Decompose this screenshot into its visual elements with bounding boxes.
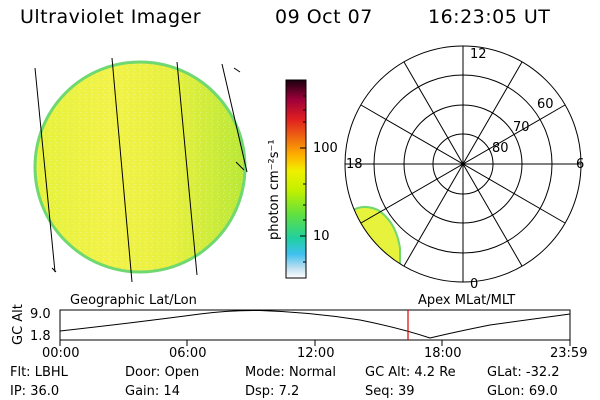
status-label: Gain: xyxy=(125,384,160,399)
status-dsp: Dsp: 7.2 xyxy=(245,385,299,398)
status-seq: Seq: 39 xyxy=(365,385,415,398)
observation-date: 09 Oct 07 xyxy=(275,6,373,28)
status-gain: Gain: 14 xyxy=(125,385,180,398)
mlt-label-12: 12 xyxy=(470,47,487,62)
lon-line xyxy=(176,61,198,276)
status-label: Door: xyxy=(125,365,161,380)
color-scale-bar xyxy=(285,79,307,279)
status-value: 4.2 Re xyxy=(414,365,456,380)
colorbar-tick-label: 10 xyxy=(313,229,330,244)
timeline-right-title: Apex MLat/MLT xyxy=(418,293,516,308)
status-value: 14 xyxy=(163,384,180,399)
x-tick-label: 12:00 xyxy=(297,346,335,361)
altitude-curve xyxy=(59,309,571,339)
status-label: GLon: xyxy=(487,384,525,399)
polar-mlat-mlt-plot xyxy=(344,45,582,283)
status-value: -32.2 xyxy=(525,365,560,380)
instrument-title: Ultraviolet Imager xyxy=(20,6,202,28)
status-label: GLat: xyxy=(487,365,522,380)
mlt-label-0: 0 xyxy=(470,277,479,292)
status-label: Dsp: xyxy=(245,384,275,399)
status-glon: GLon: 69.0 xyxy=(487,385,558,398)
status-value: Normal xyxy=(288,365,336,380)
timeline-y-axis-label: GC Alt xyxy=(11,304,26,345)
lon-line xyxy=(221,63,248,173)
mlt-label-6: 6 xyxy=(576,157,585,172)
lon-line xyxy=(34,67,56,273)
x-tick-label: 06:00 xyxy=(169,346,207,361)
lon-line xyxy=(111,57,133,283)
colorbar-unit-label: photon cm⁻²s⁻¹ xyxy=(267,139,282,240)
status-flt: Flt: LBHL xyxy=(10,366,68,379)
status-value: 36.0 xyxy=(30,384,60,399)
status-value: 7.2 xyxy=(278,384,300,399)
status-value: 39 xyxy=(398,384,415,399)
timeline-left-title: Geographic Lat/Lon xyxy=(70,293,197,308)
status-label: Seq: xyxy=(365,384,394,399)
status-label: Mode: xyxy=(245,365,285,380)
mlat-label-80: 80 xyxy=(492,141,509,156)
earth-disk-image xyxy=(33,57,248,283)
mlat-label-60: 60 xyxy=(537,97,554,112)
status-gc-alt: GC Alt: 4.2 Re xyxy=(365,366,456,379)
mlat-label-70: 70 xyxy=(513,120,530,135)
status-label: Flt: xyxy=(10,365,31,380)
status-glat: GLat: -32.2 xyxy=(487,366,560,379)
altitude-timeline-plot xyxy=(59,309,571,346)
x-tick-label: 23:59 xyxy=(550,346,588,361)
status-door: Door: Open xyxy=(125,366,199,379)
status-label: GC Alt: xyxy=(365,365,411,380)
mlt-label-18: 18 xyxy=(346,157,363,172)
y-tick-label: 9.0 xyxy=(30,307,51,322)
status-ip: IP: 36.0 xyxy=(10,385,59,398)
status-mode: Mode: Normal xyxy=(245,366,336,379)
status-label: IP: xyxy=(10,384,27,399)
y-tick-label: 1.8 xyxy=(30,329,51,344)
status-value: LBHL xyxy=(34,365,68,380)
status-value: 69.0 xyxy=(528,384,558,399)
status-value: Open xyxy=(164,365,200,380)
colorbar-tick-label: 100 xyxy=(313,141,338,156)
observation-time: 16:23:05 UT xyxy=(428,6,551,28)
x-tick-label: 00:00 xyxy=(42,346,80,361)
x-tick-label: 18:00 xyxy=(424,346,462,361)
